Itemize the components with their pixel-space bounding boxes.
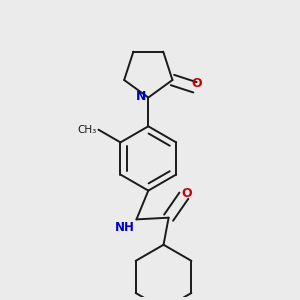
Text: CH₃: CH₃ [77, 125, 97, 135]
Text: O: O [191, 77, 202, 90]
Text: NH: NH [115, 221, 135, 234]
Text: N: N [136, 90, 146, 104]
Text: O: O [181, 188, 192, 200]
